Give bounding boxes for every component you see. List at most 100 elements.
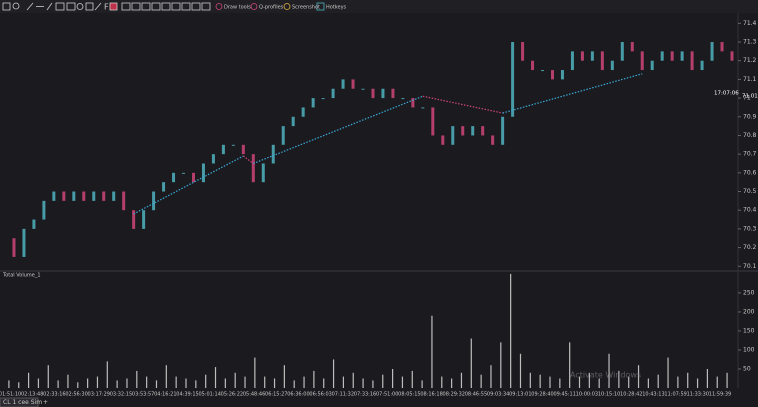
volume-bar [352, 372, 354, 388]
toolbar-button[interactable]: Screenshot [292, 5, 320, 11]
volume-bar [27, 372, 30, 388]
volume-bar [470, 338, 472, 388]
candle [491, 135, 495, 145]
candle [521, 42, 525, 61]
zigzag-segment [242, 155, 254, 164]
add-tab[interactable]: + [43, 399, 48, 406]
y-tick-label: 100 [743, 346, 755, 353]
x-tick-label: 03:32:15 [110, 392, 132, 398]
candle [471, 126, 475, 136]
volume-bar [175, 376, 177, 388]
volume-bar [431, 315, 433, 388]
x-tick-label: 03:17:29 [88, 392, 110, 398]
candle [72, 191, 76, 201]
volume-bar [608, 353, 610, 388]
volume-bar [254, 357, 256, 388]
x-tick-label: 06:15:27 [265, 392, 287, 398]
volume-bar [451, 378, 453, 388]
volume-bar [696, 378, 699, 388]
volume-bar [342, 376, 345, 388]
pane-title: Total Volume_1 [2, 273, 41, 279]
volume-bar [480, 374, 482, 388]
candle [52, 191, 56, 201]
x-tick-label: 11:33:30 [687, 392, 709, 398]
volume-bar [510, 273, 512, 388]
y-tick-label: 50 [743, 365, 751, 372]
x-tick-label: 04:39:15 [176, 392, 198, 398]
volume-bar [500, 342, 502, 388]
volume-bar [37, 378, 40, 388]
instrument-tab-label[interactable]: CL 1 cee Sim [3, 399, 42, 406]
volume-bar [313, 370, 315, 388]
y-tick-label: 70.1 [743, 263, 757, 270]
volume-bar [303, 376, 305, 388]
volume-bar [205, 374, 207, 388]
candle [162, 182, 166, 192]
volume-bar [490, 365, 492, 388]
volume-bar [598, 378, 600, 388]
candle [550, 70, 554, 80]
volume-bar [195, 380, 197, 388]
y-tick-label: 150 [743, 327, 755, 334]
volume-bar [264, 376, 266, 388]
candle [142, 210, 146, 229]
candle [441, 135, 445, 145]
candle [271, 144, 275, 164]
candle [650, 60, 654, 71]
x-tick-label: 05:26:22 [221, 392, 243, 398]
x-tick-label: 07:11:32 [332, 392, 354, 398]
candle [570, 51, 574, 71]
volume-bar [283, 365, 285, 388]
volume-bar [716, 376, 718, 388]
x-tick-label: 02:13:48 [21, 392, 43, 398]
x-tick-label: 06:56:03 [309, 392, 331, 398]
candle [710, 42, 714, 61]
instrument-tab[interactable] [0, 397, 39, 407]
candle [321, 98, 325, 100]
volume-bar [391, 368, 394, 388]
candle [670, 51, 674, 61]
volume-bar [136, 370, 138, 388]
candle [431, 107, 435, 136]
toolbar-button[interactable]: Hotkeys [326, 5, 347, 11]
candle [531, 60, 535, 71]
volume-bar [77, 382, 79, 388]
y-tick-label: 71.2 [743, 57, 757, 64]
volume-bar [234, 372, 236, 388]
candle [401, 98, 405, 100]
x-tick-label: 05:01:14 [198, 392, 220, 398]
volume-bar [667, 357, 669, 388]
toolbar-icons [2, 2, 325, 11]
zigzag-segment [133, 155, 244, 215]
volume-bar [57, 380, 59, 388]
x-tick-label: 08:29:32 [443, 392, 465, 398]
candle [311, 98, 315, 108]
volume-bar [578, 376, 581, 388]
candle [690, 51, 694, 71]
y-tick-label: 250 [743, 289, 755, 296]
volume-bar [421, 380, 423, 388]
candle [191, 172, 195, 183]
toolbar-f-icon: F [104, 3, 109, 12]
y-tick-label: 71 [743, 95, 751, 102]
candle [700, 60, 704, 71]
toolbar-button[interactable]: Q-profiles [259, 5, 284, 11]
volume-bar [185, 378, 187, 388]
candle [451, 126, 455, 145]
candle [62, 191, 66, 201]
candle [211, 154, 215, 164]
volume-bar [47, 365, 49, 388]
y-tick-label: 70.9 [743, 113, 757, 120]
volume-bar [441, 376, 443, 388]
candle [481, 126, 485, 136]
x-tick-label: 09:45:11 [553, 392, 575, 398]
x-tick-label: 03:53:57 [132, 392, 154, 398]
x-tick-label: 01:51:10 [0, 392, 21, 398]
candle [391, 88, 395, 99]
candle [640, 51, 644, 71]
candle [172, 172, 176, 183]
toolbar-button[interactable]: Draw tools [224, 5, 251, 11]
candle [411, 98, 415, 108]
volume-bar [637, 365, 640, 388]
